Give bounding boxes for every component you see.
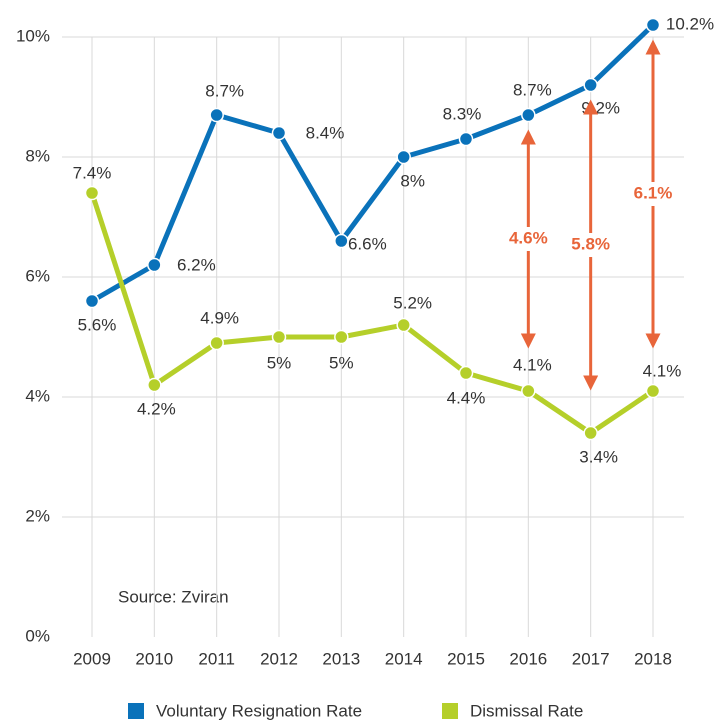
data-point (334, 233, 349, 249)
data-point (645, 383, 661, 399)
x-tick-label: 2015 (447, 649, 485, 668)
data-label: 4.9% (200, 308, 239, 327)
annotation-bg (627, 182, 679, 206)
x-tick-label: 2009 (73, 649, 111, 668)
annotation-label: 4.6% (509, 228, 548, 247)
annotation-bg (564, 233, 617, 257)
data-label: 5.6% (78, 315, 117, 334)
data-point (271, 125, 287, 141)
data-label: 4.4% (447, 388, 486, 407)
x-tick-label: 2017 (572, 649, 610, 668)
data-point (645, 17, 661, 33)
legend-label: Voluntary Resignation Rate (156, 701, 362, 720)
data-point (583, 425, 598, 441)
series-line (89, 192, 655, 436)
data-point (583, 77, 598, 93)
data-point (458, 365, 474, 381)
data-label: 6.2% (177, 255, 216, 274)
data-point (147, 257, 162, 273)
annotation-label: 5.8% (571, 234, 610, 253)
data-label: 5.2% (393, 293, 432, 312)
data-label: 4.1% (513, 355, 552, 374)
data-point (521, 383, 536, 399)
data-point (396, 149, 411, 165)
y-tick-label: 10% (16, 26, 50, 45)
data-point (209, 107, 224, 123)
data-point (84, 293, 100, 309)
data-label: 9.2% (581, 98, 620, 117)
x-tick-label: 2018 (634, 649, 672, 668)
series-line (90, 23, 655, 304)
data-point (521, 107, 536, 123)
data-label: 5% (329, 353, 354, 372)
annotation-label: 6.1% (634, 183, 673, 202)
y-tick-label: 8% (25, 146, 50, 165)
data-label: 10.2% (666, 14, 714, 33)
data-label: 8.4% (306, 123, 345, 142)
data-point (84, 185, 100, 201)
legend-swatch (128, 703, 144, 719)
annotation-bg (502, 227, 555, 251)
data-point (271, 329, 287, 345)
y-tick-label: 6% (25, 266, 50, 285)
y-tick-label: 2% (25, 506, 50, 525)
data-label: 8.3% (443, 104, 482, 123)
data-label: 8% (400, 171, 425, 190)
legend-swatch (442, 703, 458, 719)
x-tick-label: 2013 (322, 649, 360, 668)
x-tick-label: 2012 (260, 649, 298, 668)
data-label: 4.1% (643, 361, 682, 380)
data-label: 6.6% (348, 234, 387, 253)
legend-label: Dismissal Rate (470, 701, 583, 720)
y-tick-label: 4% (25, 386, 50, 405)
data-label: 8.7% (205, 81, 244, 100)
data-point (396, 317, 411, 333)
data-label: 5% (267, 353, 292, 372)
data-label: 3.4% (579, 447, 618, 466)
x-tick-label: 2010 (135, 649, 173, 668)
x-tick-label: 2011 (198, 649, 235, 668)
y-tick-label: 0% (25, 626, 50, 645)
data-point (334, 329, 349, 345)
data-label: 8.7% (513, 80, 552, 99)
x-tick-label: 2014 (385, 649, 423, 668)
source-note: Source: Zviran (118, 587, 229, 606)
data-label: 7.4% (73, 163, 112, 182)
data-point (147, 377, 162, 393)
data-label: 4.2% (137, 399, 176, 418)
data-point (458, 131, 474, 147)
x-tick-label: 2016 (509, 649, 547, 668)
data-point (209, 335, 224, 351)
